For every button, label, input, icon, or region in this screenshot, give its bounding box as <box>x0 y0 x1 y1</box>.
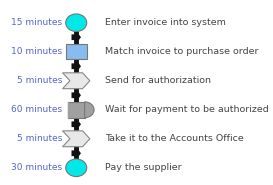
Circle shape <box>66 14 87 31</box>
Text: Enter invoice into system: Enter invoice into system <box>105 18 225 27</box>
Text: Take it to the Accounts Office: Take it to the Accounts Office <box>105 134 244 143</box>
Polygon shape <box>63 73 90 89</box>
Wedge shape <box>85 102 94 118</box>
Bar <box>68 102 85 118</box>
Polygon shape <box>72 31 81 43</box>
Text: 15 minutes: 15 minutes <box>11 18 63 27</box>
Text: Send for authorization: Send for authorization <box>105 76 211 85</box>
Polygon shape <box>72 148 81 159</box>
Text: 30 minutes: 30 minutes <box>11 163 63 172</box>
Circle shape <box>66 159 87 177</box>
Polygon shape <box>72 60 81 72</box>
Text: 5 minutes: 5 minutes <box>17 134 63 143</box>
Polygon shape <box>63 131 90 147</box>
Text: Pay the supplier: Pay the supplier <box>105 163 181 172</box>
Text: 10 minutes: 10 minutes <box>11 47 63 56</box>
Polygon shape <box>72 119 81 130</box>
Text: 60 minutes: 60 minutes <box>11 105 63 114</box>
Text: 5 minutes: 5 minutes <box>17 76 63 85</box>
Bar <box>66 44 87 59</box>
Text: Match invoice to purchase order: Match invoice to purchase order <box>105 47 258 56</box>
Text: Wait for payment to be authorized: Wait for payment to be authorized <box>105 105 268 114</box>
Polygon shape <box>72 90 81 101</box>
